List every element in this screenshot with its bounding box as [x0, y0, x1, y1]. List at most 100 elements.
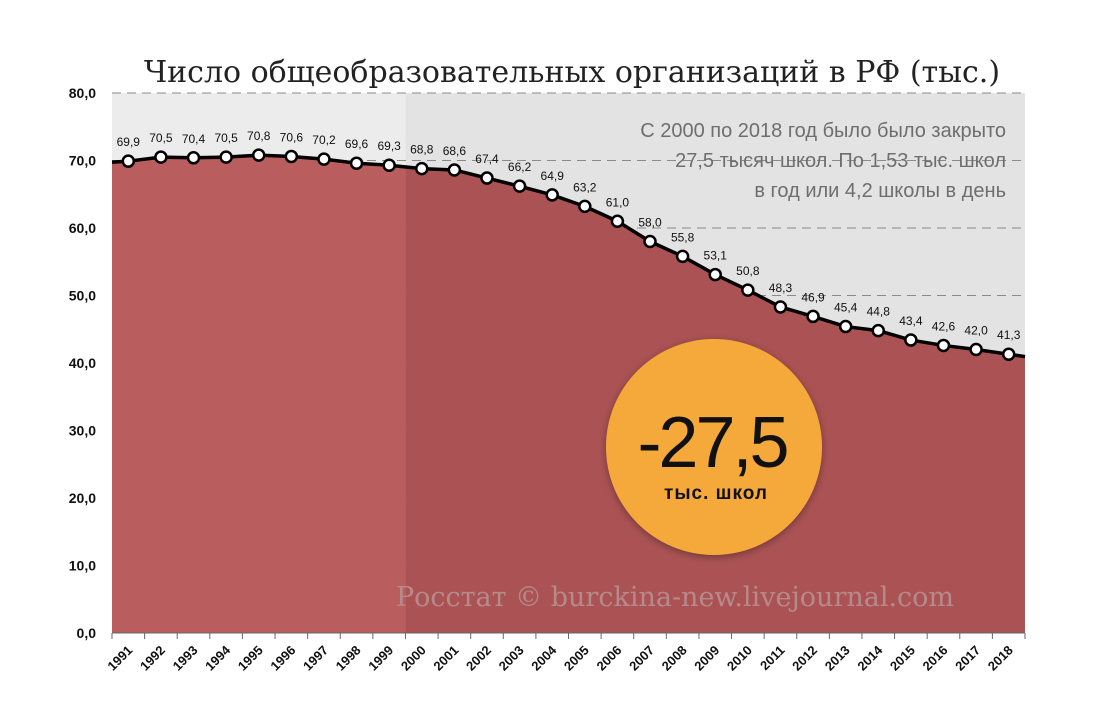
annotation-line: в год или 4,2 школы в день: [754, 180, 1006, 202]
x-tick-label: 1996: [267, 643, 298, 674]
area-fill-left: [112, 155, 406, 633]
data-point: [512, 179, 527, 193]
data-label: 66,2: [508, 160, 532, 174]
data-label: 43,4: [899, 314, 923, 328]
data-point: [317, 152, 331, 166]
data-label: 63,2: [573, 180, 597, 194]
x-tick-label: 2013: [822, 643, 853, 674]
y-tick-label: 20,0: [69, 490, 96, 506]
x-tick-label: 2014: [854, 642, 886, 674]
data-label: 44,8: [867, 305, 891, 319]
data-label: 69,6: [345, 137, 369, 151]
x-tick-label: 1998: [333, 643, 364, 674]
data-point: [121, 154, 136, 168]
x-tick-label: 2016: [920, 643, 951, 674]
y-tick-label: 50,0: [69, 288, 96, 304]
series-line: [111, 148, 1026, 361]
data-label: 61,0: [606, 195, 630, 209]
x-tick-label: 2012: [789, 643, 820, 674]
data-label: 50,8: [736, 264, 760, 278]
data-point: [186, 151, 201, 165]
data-point: [545, 188, 559, 202]
data-label: 45,4: [834, 301, 858, 315]
data-label: 53,1: [704, 249, 728, 263]
data-label: 41,3: [997, 328, 1021, 342]
data-point: [741, 283, 755, 297]
data-point: [773, 300, 788, 314]
data-label: 69,3: [377, 139, 401, 153]
data-label: 68,8: [410, 143, 434, 157]
x-tick-label: 2007: [626, 643, 657, 674]
data-label: 70,4: [182, 132, 206, 146]
badge-value: -27,5: [637, 403, 787, 483]
x-tick-label: 1995: [235, 643, 266, 674]
x-tick-label: 2011: [757, 643, 788, 674]
x-tick-label: 2017: [952, 643, 983, 674]
x-tick-label: 2008: [659, 643, 690, 674]
data-point: [838, 319, 853, 334]
data-label: 70,6: [280, 130, 304, 144]
data-label: 70,2: [312, 133, 336, 147]
data-labels: 69,9 70,5 70,4 70,5 70,8 70,6 70,2 69,6 69,3 68,8…: [117, 129, 1021, 342]
data-point: [284, 149, 299, 164]
data-label: 70,8: [247, 129, 271, 143]
x-tick-label: 1992: [137, 643, 168, 674]
y-tick-label: 40,0: [69, 355, 96, 371]
x-tick-label: 2006: [593, 643, 624, 674]
y-tick-label: 60,0: [69, 220, 96, 236]
badge-circle: [606, 339, 822, 555]
source-watermark: Росстат © burckina-new.livejournal.com: [396, 582, 954, 613]
x-axis: 1991 1992 1993 1994 1995 1996 1997 1998 1999 2000…: [104, 632, 1026, 674]
x-tick-label: 1994: [202, 642, 234, 674]
data-point: [219, 150, 233, 164]
data-point: [806, 309, 820, 324]
data-label: 70,5: [149, 131, 173, 145]
data-label: 58,0: [638, 216, 662, 230]
data-point: [643, 234, 657, 249]
x-tick-label: 2005: [561, 643, 592, 674]
x-tick-label: 2018: [985, 643, 1016, 674]
data-label: 42,6: [932, 319, 956, 333]
data-point: [382, 158, 396, 172]
y-tick-label: 10,0: [69, 558, 96, 574]
data-point: [871, 323, 886, 338]
x-tick-label: 2001: [430, 643, 461, 674]
data-point: [610, 214, 625, 228]
annotation-note: С 2000 по 2018 год было было закрыто 27,5…: [640, 120, 1006, 202]
data-label: 67,4: [475, 152, 499, 166]
x-tick-label: 1991: [104, 643, 135, 674]
data-point: [936, 338, 951, 353]
y-axis: 0,0 10,0 20,0 30,0 40,0 50,0 60,0 70,0 80,0: [69, 85, 96, 641]
x-tick-label: 1993: [170, 643, 201, 674]
badge-unit: тыс. школ: [664, 483, 768, 504]
x-tick-label: 2015: [887, 643, 918, 674]
data-label: 55,8: [671, 230, 695, 244]
x-tick-label: 1999: [365, 643, 396, 674]
x-tick-label: 2000: [398, 643, 429, 674]
x-tick-label: 2010: [724, 643, 755, 674]
x-tick-label: 1997: [300, 643, 331, 674]
x-tick-label: 2002: [463, 643, 494, 674]
annotation-line: С 2000 по 2018 год было было закрыто: [640, 120, 1006, 142]
data-label: 68,6: [443, 144, 467, 158]
data-point: [969, 342, 983, 357]
y-tick-label: 30,0: [69, 423, 96, 439]
data-point: [154, 150, 168, 164]
x-tick-label: 2003: [496, 643, 527, 674]
data-point: [415, 161, 429, 176]
y-tick-label: 0,0: [77, 625, 97, 641]
x-tick-label: 2009: [691, 643, 722, 674]
data-point: [578, 199, 592, 214]
data-label: 64,9: [541, 169, 565, 183]
data-point: [904, 333, 918, 347]
data-point: [480, 171, 494, 185]
data-label: 48,3: [769, 281, 793, 295]
data-point: [349, 156, 364, 170]
data-point: [447, 163, 462, 177]
x-tick-label: 2004: [528, 642, 560, 674]
data-point: [251, 148, 266, 162]
y-tick-label: 70,0: [69, 153, 96, 169]
data-label: 70,5: [214, 131, 238, 145]
